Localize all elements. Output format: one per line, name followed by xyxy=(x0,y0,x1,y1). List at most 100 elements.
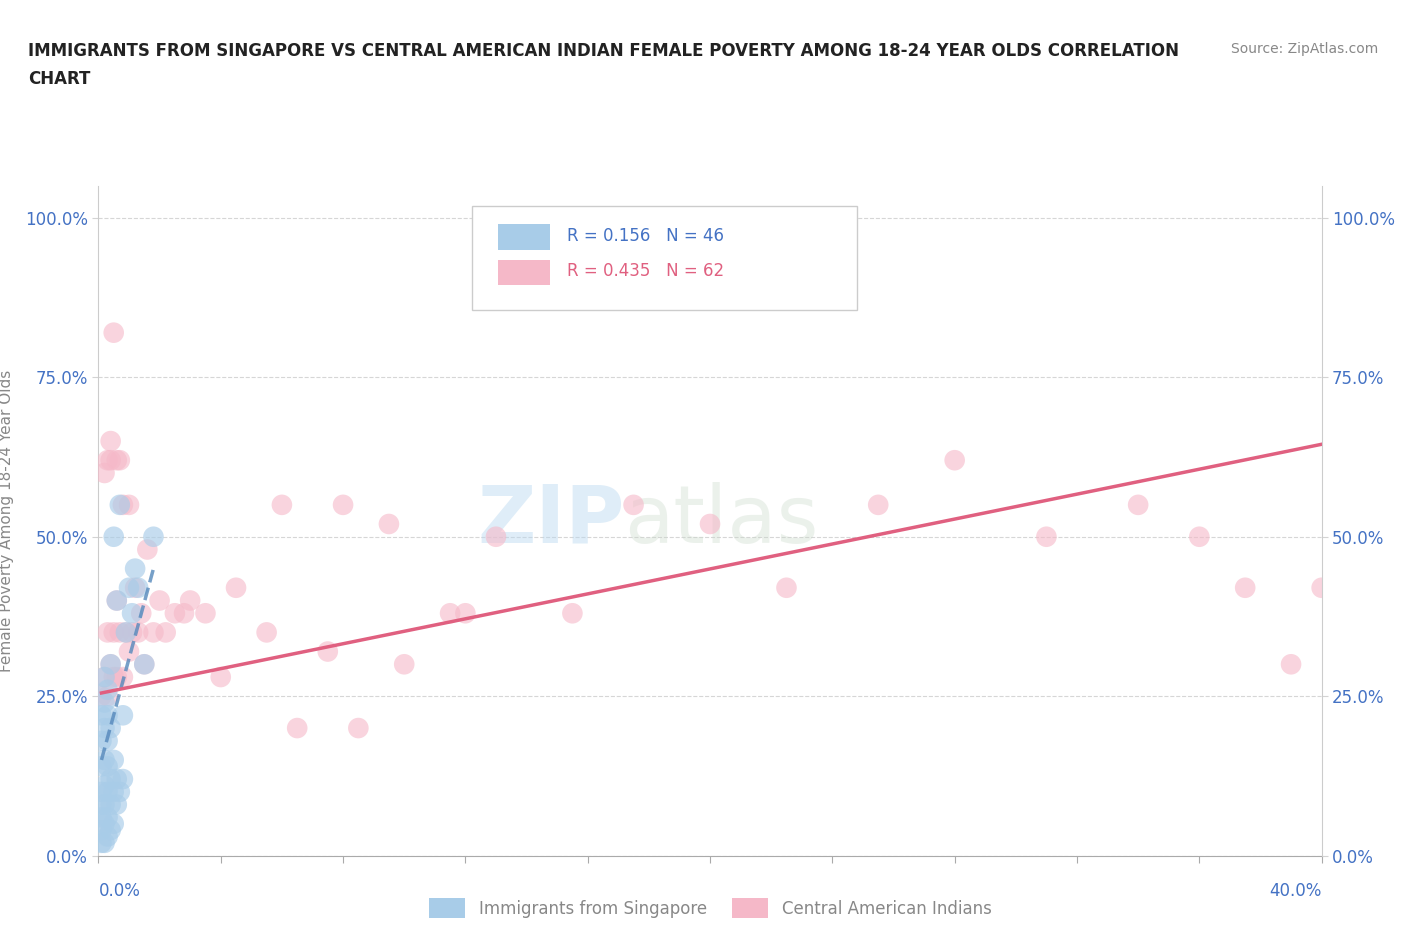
Point xyxy=(100,657,122,671)
Point xyxy=(93,797,115,812)
Point xyxy=(439,605,461,620)
Point xyxy=(97,784,120,799)
Point xyxy=(93,721,115,736)
Point xyxy=(100,797,122,812)
Point xyxy=(105,593,128,608)
Point xyxy=(347,721,370,736)
Point xyxy=(714,223,737,238)
Point xyxy=(108,498,131,512)
FancyBboxPatch shape xyxy=(498,224,550,249)
Point xyxy=(93,466,115,481)
Point xyxy=(100,433,122,448)
Point xyxy=(105,670,128,684)
Point xyxy=(111,772,134,787)
Point xyxy=(100,453,122,468)
Point xyxy=(118,644,141,659)
Point xyxy=(103,817,125,831)
Point xyxy=(90,689,112,704)
Point xyxy=(93,778,115,793)
Point xyxy=(561,605,583,620)
Point xyxy=(97,689,120,704)
Point xyxy=(90,708,112,723)
Point xyxy=(105,593,128,608)
Point xyxy=(111,670,134,684)
Point xyxy=(868,498,890,512)
Point xyxy=(97,810,120,825)
Point xyxy=(485,529,508,544)
Point xyxy=(100,721,122,736)
Point xyxy=(111,498,134,512)
Text: 0.0%: 0.0% xyxy=(98,882,141,900)
Text: R = 0.435   N = 62: R = 0.435 N = 62 xyxy=(567,262,724,280)
Point xyxy=(775,580,797,595)
Point xyxy=(454,605,477,620)
Point xyxy=(943,453,966,468)
Point xyxy=(136,542,159,557)
Point xyxy=(103,529,125,544)
Point xyxy=(97,829,120,844)
Point xyxy=(179,593,201,608)
Point xyxy=(90,734,112,749)
Point xyxy=(115,625,138,640)
Text: IMMIGRANTS FROM SINGAPORE VS CENTRAL AMERICAN INDIAN FEMALE POVERTY AMONG 18-24 : IMMIGRANTS FROM SINGAPORE VS CENTRAL AME… xyxy=(28,42,1180,60)
Point xyxy=(1310,580,1333,595)
Point xyxy=(97,708,120,723)
Point xyxy=(103,670,125,684)
Point xyxy=(93,670,115,684)
Point xyxy=(392,657,416,671)
Point xyxy=(103,752,125,767)
Legend: Immigrants from Singapore, Central American Indians: Immigrants from Singapore, Central Ameri… xyxy=(422,892,998,924)
FancyBboxPatch shape xyxy=(498,259,550,286)
Point xyxy=(90,835,112,850)
Point xyxy=(668,223,690,238)
Point xyxy=(105,453,128,468)
Point xyxy=(155,625,177,640)
Point xyxy=(699,516,721,531)
Point xyxy=(127,580,149,595)
Text: CHART: CHART xyxy=(28,70,90,87)
Point xyxy=(108,625,131,640)
Point xyxy=(134,657,156,671)
Point xyxy=(332,498,354,512)
Point xyxy=(194,605,217,620)
Point xyxy=(90,823,112,838)
Point xyxy=(270,498,292,512)
Point xyxy=(97,734,120,749)
Point xyxy=(225,580,247,595)
Point xyxy=(121,605,143,620)
Point xyxy=(105,772,128,787)
Point xyxy=(1234,580,1257,595)
Point xyxy=(100,772,122,787)
Y-axis label: Female Poverty Among 18-24 Year Olds: Female Poverty Among 18-24 Year Olds xyxy=(0,370,14,672)
Point xyxy=(1035,529,1057,544)
Point xyxy=(1188,529,1211,544)
Point xyxy=(623,498,645,512)
Point xyxy=(142,529,165,544)
Text: 40.0%: 40.0% xyxy=(1270,882,1322,900)
Point xyxy=(90,810,112,825)
Point xyxy=(103,326,125,340)
Point xyxy=(93,695,115,710)
Point xyxy=(256,625,278,640)
Point xyxy=(90,784,112,799)
Point xyxy=(93,670,115,684)
Point xyxy=(100,657,122,671)
Text: atlas: atlas xyxy=(624,482,818,560)
Point xyxy=(97,759,120,774)
Point xyxy=(97,453,120,468)
Point xyxy=(103,625,125,640)
Point xyxy=(285,721,308,736)
Text: R = 0.156   N = 46: R = 0.156 N = 46 xyxy=(567,227,724,245)
Point xyxy=(142,625,165,640)
Point xyxy=(93,752,115,767)
Text: Source: ZipAtlas.com: Source: ZipAtlas.com xyxy=(1230,42,1378,56)
Point xyxy=(90,759,112,774)
Point xyxy=(134,657,156,671)
Point xyxy=(129,605,152,620)
Point xyxy=(118,580,141,595)
Point xyxy=(108,453,131,468)
Point xyxy=(124,561,146,576)
Point xyxy=(1279,657,1302,671)
Point xyxy=(115,625,138,640)
Point xyxy=(97,683,120,698)
